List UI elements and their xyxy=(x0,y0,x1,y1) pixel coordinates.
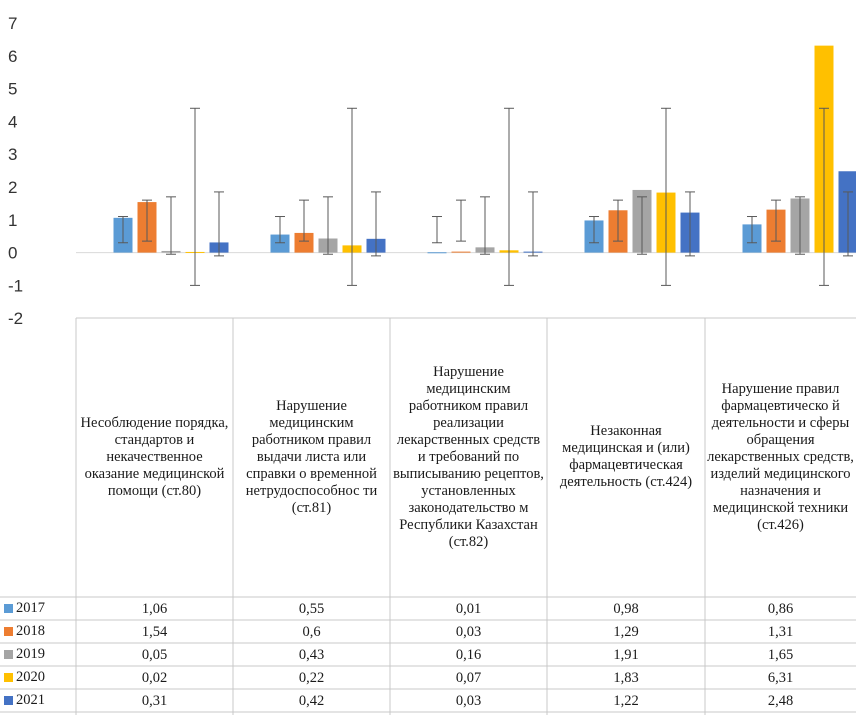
error-bar-2020-cat-3 xyxy=(504,107,514,286)
y-tick-label: 5 xyxy=(8,80,17,99)
error-bar-2021-cat-2 xyxy=(371,191,381,257)
table-value: 0,98 xyxy=(613,601,639,617)
error-bar-2017-cat-4 xyxy=(589,216,599,244)
legend-swatch xyxy=(4,696,13,705)
table-value: 1,91 xyxy=(613,647,639,663)
table-value: 1,54 xyxy=(141,624,168,640)
bar-2021-cat-5 xyxy=(838,171,856,253)
error-bar-2020-cat-2 xyxy=(347,107,357,286)
error-bar-2021-cat-1 xyxy=(214,191,224,257)
table-value: 1,06 xyxy=(141,601,168,617)
table-value: 0,42 xyxy=(298,693,325,709)
error-bar-2018-cat-5 xyxy=(771,199,781,242)
error-bar-2017-cat-5 xyxy=(747,216,757,244)
y-tick-label: -2 xyxy=(8,309,23,328)
error-bar-2017-cat-2 xyxy=(275,216,285,244)
legend-item-2021: 2021 xyxy=(4,689,76,712)
y-tick-label: 0 xyxy=(8,244,17,263)
category-label: Нарушение правил фармацевтическо й деяте… xyxy=(707,380,854,533)
y-tick-label: 2 xyxy=(8,178,17,197)
legend-item-2019: 2019 xyxy=(4,643,76,666)
table-value: 6,31 xyxy=(767,670,794,686)
bar-2017-cat-3 xyxy=(427,252,447,254)
category-label: Несоблюдение порядка, стандартов и некач… xyxy=(80,414,229,499)
error-bar-2020-cat-5 xyxy=(819,107,829,286)
legend-item-2018: 2018 xyxy=(4,620,76,643)
error-bar-2019-cat-5 xyxy=(795,196,805,255)
legend-label: 2019 xyxy=(16,646,45,662)
table-value: 1,29 xyxy=(613,624,639,640)
y-tick-label: -1 xyxy=(8,276,23,295)
legend-swatch xyxy=(4,673,13,682)
legend-label: 2018 xyxy=(16,623,45,639)
table-value: 1,22 xyxy=(613,693,639,709)
legend-swatch xyxy=(4,604,13,613)
error-bar-2018-cat-1 xyxy=(142,199,152,242)
legend-swatch xyxy=(4,627,13,636)
error-bar-2018-cat-3 xyxy=(456,199,466,242)
table-value: 0,02 xyxy=(141,670,168,686)
table-value: 0,16 xyxy=(455,647,482,663)
bar-2018-cat-3 xyxy=(451,251,471,253)
error-bar-2019-cat-2 xyxy=(323,196,333,255)
table-value: 0,6 xyxy=(302,624,321,640)
table-value: 0,03 xyxy=(455,624,482,640)
legend-item-2017: 2017 xyxy=(4,597,76,620)
error-bar-2021-cat-5 xyxy=(843,191,853,257)
error-bar-2018-cat-2 xyxy=(299,199,309,242)
table-value: 0,03 xyxy=(455,693,482,709)
y-axis: -2 -1 0 1 2 3 4 5 6 7 xyxy=(8,14,856,328)
y-tick-label: 3 xyxy=(8,145,17,164)
table-value: 0,07 xyxy=(455,670,482,686)
table-value: 0,01 xyxy=(455,601,482,617)
category-label: Нарушение медицинским работником правил … xyxy=(393,363,544,550)
table-value: 0,22 xyxy=(298,670,325,686)
error-bars xyxy=(118,107,853,286)
table-value: 1,31 xyxy=(767,624,794,640)
table-value: 0,05 xyxy=(141,647,168,663)
y-tick-label: 4 xyxy=(8,112,17,131)
error-bar-2019-cat-3 xyxy=(480,196,490,255)
category-label: Незаконная медицинская и (или) фармацевт… xyxy=(559,423,693,490)
legend-swatch xyxy=(4,650,13,659)
table-value: 1,65 xyxy=(767,647,794,663)
error-bar-2020-cat-4 xyxy=(661,107,671,286)
bar-2017-cat-2 xyxy=(270,234,290,253)
table-value: 0,86 xyxy=(767,601,794,617)
error-bar-2021-cat-3 xyxy=(528,191,538,257)
table-gridlines xyxy=(0,317,856,715)
table-value: 0,43 xyxy=(298,647,325,663)
error-bar-2019-cat-1 xyxy=(166,196,176,255)
table-value: 1,83 xyxy=(613,670,639,686)
y-tick-label: 6 xyxy=(8,47,17,66)
y-tick-label: 1 xyxy=(8,211,17,230)
error-bar-2017-cat-3 xyxy=(432,216,442,244)
legend-item-2020: 2020 xyxy=(4,666,76,689)
y-tick-label: 7 xyxy=(8,14,17,33)
error-bar-2019-cat-4 xyxy=(637,196,647,255)
error-bar-2018-cat-4 xyxy=(613,199,623,242)
legend-label: 2020 xyxy=(16,669,45,685)
legend-label: 2017 xyxy=(16,600,45,616)
error-bar-2017-cat-1 xyxy=(118,216,128,244)
error-bar-2021-cat-4 xyxy=(685,191,695,257)
table-value: 0,55 xyxy=(298,601,325,617)
category-label: Нарушение медицинским работником правил … xyxy=(245,397,378,516)
legend-label: 2021 xyxy=(16,692,45,708)
table-value: 0,31 xyxy=(141,693,168,709)
error-bar-2020-cat-1 xyxy=(190,107,200,286)
table-value: 2,48 xyxy=(767,693,794,709)
bar-2018-cat-2 xyxy=(294,232,314,253)
